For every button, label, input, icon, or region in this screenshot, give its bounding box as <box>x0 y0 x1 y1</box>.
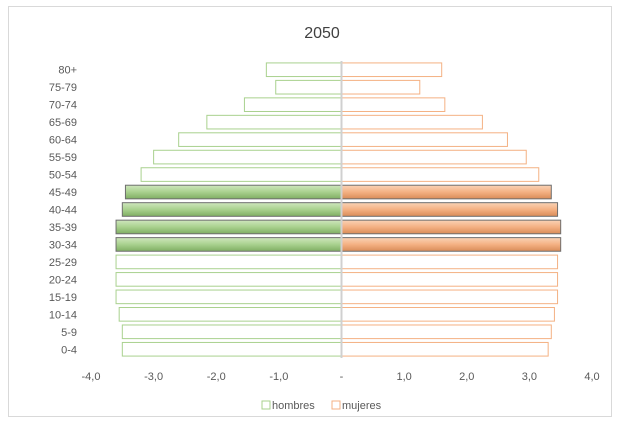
bar-hombres-25-29 <box>115 254 342 270</box>
y-tick-label: 55-59 <box>49 152 77 164</box>
bar-mujeres-60-64 <box>341 132 508 147</box>
bar-mujeres-5-9 <box>341 324 552 340</box>
bar-hombres-65-69 <box>206 114 342 130</box>
y-tick-label: 70-74 <box>49 100 77 112</box>
x-tick-label: -1,0 <box>269 371 288 383</box>
bar-mujeres-10-14 <box>341 307 555 322</box>
bar-hombres-60-64 <box>178 132 342 147</box>
bar-mujeres-40-44 <box>341 202 559 217</box>
bar-mujeres-20-24 <box>341 272 559 287</box>
y-tick-label: 30-34 <box>49 239 77 251</box>
bar-mujeres-35-39 <box>341 219 562 235</box>
y-tick-label: 25-29 <box>49 257 77 269</box>
bar-hombres-45-49 <box>124 184 342 200</box>
legend-swatch-mujeres <box>331 400 341 410</box>
y-tick-label: 20-24 <box>49 274 77 286</box>
bar-mujeres-65-69 <box>341 114 483 130</box>
bar-hombres-10-14 <box>118 307 343 322</box>
bar-mujeres-80+ <box>341 62 443 78</box>
y-tick-label: 15-19 <box>49 292 77 304</box>
y-tick-label: 40-44 <box>49 205 77 217</box>
bar-hombres-30-34 <box>115 237 342 252</box>
y-tick-label: 0-4 <box>61 344 77 356</box>
y-tick-label: 5-9 <box>61 327 77 339</box>
y-tick-label: 35-39 <box>49 222 77 234</box>
x-tick-label: 1,0 <box>396 371 411 383</box>
bar-hombres-50-54 <box>140 167 342 182</box>
bar-mujeres-25-29 <box>341 254 559 270</box>
bar-mujeres-0-4 <box>341 341 549 357</box>
y-tick-label: 65-69 <box>49 117 77 129</box>
y-tick-label: 60-64 <box>49 135 77 147</box>
legend-label-mujeres: mujeres <box>342 400 382 412</box>
bar-hombres-5-9 <box>121 324 342 340</box>
bar-mujeres-30-34 <box>341 237 562 252</box>
x-tick-label: -3,0 <box>144 371 163 383</box>
bar-mujeres-55-59 <box>341 149 527 165</box>
chart-legend: hombres mujeres <box>261 400 382 412</box>
bar-hombres-80+ <box>265 62 343 78</box>
bar-mujeres-15-19 <box>341 289 559 305</box>
chart-title: 2050 <box>304 25 340 42</box>
bar-mujeres-45-49 <box>341 184 552 200</box>
x-tick-label: - <box>340 371 344 383</box>
bar-hombres-35-39 <box>115 219 342 235</box>
legend-label-hombres: hombres <box>272 400 315 412</box>
x-tick-label: 4,0 <box>584 371 599 383</box>
bar-hombres-75-79 <box>275 79 342 95</box>
bar-hombres-15-19 <box>115 289 342 305</box>
y-tick-label: 10-14 <box>49 309 77 321</box>
x-tick-label: 2,0 <box>459 371 474 383</box>
bar-hombres-20-24 <box>115 272 342 287</box>
x-tick-label: -4,0 <box>82 371 101 383</box>
x-tick-label: 3,0 <box>522 371 537 383</box>
x-tick-label: -2,0 <box>207 371 226 383</box>
bar-mujeres-70-74 <box>341 97 446 112</box>
y-tick-label: 45-49 <box>49 187 77 199</box>
y-tick-label: 80+ <box>58 65 77 77</box>
legend-swatch-hombres <box>261 400 271 410</box>
bar-mujeres-75-79 <box>341 79 421 95</box>
bar-mujeres-50-54 <box>341 167 540 182</box>
bar-hombres-70-74 <box>243 97 342 112</box>
bar-hombres-40-44 <box>121 202 342 217</box>
bar-hombres-0-4 <box>121 341 342 357</box>
y-tick-label: 50-54 <box>49 170 77 182</box>
bar-hombres-55-59 <box>153 149 342 165</box>
y-tick-label: 75-79 <box>49 82 77 94</box>
